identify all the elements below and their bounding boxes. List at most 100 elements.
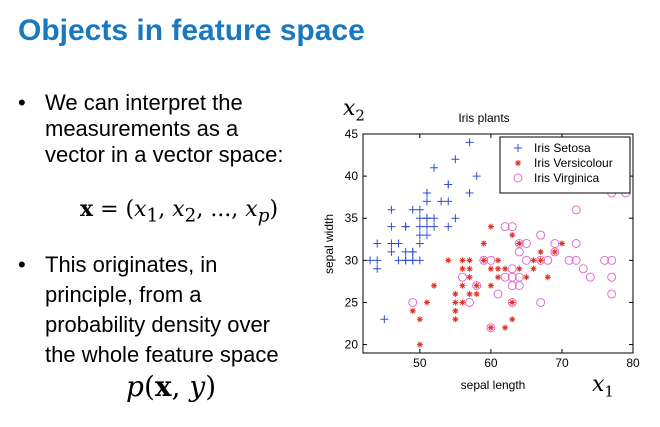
x2-axis-symbol: x2 — [343, 96, 365, 125]
data-point — [487, 265, 494, 272]
data-point — [480, 257, 487, 264]
slide-title: Objects in feature space — [18, 14, 365, 47]
data-point — [487, 324, 494, 331]
y-tick-label: 45 — [345, 127, 359, 141]
x-axis-label: sepal length — [461, 378, 526, 392]
data-point — [473, 291, 480, 298]
y-tick-label: 30 — [345, 253, 359, 267]
data-point — [394, 239, 403, 248]
data-point — [423, 299, 430, 306]
data-point — [551, 248, 558, 255]
axis-ticks: 50 60 70 80 20 25 30 35 40 45 — [345, 127, 640, 370]
data-point — [408, 205, 417, 214]
data-point — [415, 239, 424, 248]
data-point — [530, 257, 537, 264]
bullet-line: measurements as a — [45, 116, 239, 141]
data-point — [500, 272, 510, 282]
data-point — [507, 222, 517, 232]
data-point — [373, 264, 382, 273]
data-point — [452, 307, 459, 314]
data-point — [452, 291, 459, 298]
data-point — [387, 205, 396, 214]
data-point — [459, 265, 466, 272]
x-tick-label: 80 — [626, 356, 640, 370]
legend-label: Iris Setosa — [534, 141, 591, 155]
data-point — [514, 239, 524, 248]
data-point — [530, 265, 537, 272]
data-point — [408, 247, 417, 256]
data-point — [486, 255, 496, 265]
data-point — [444, 180, 453, 189]
bullet-line: We can interpret the — [45, 90, 243, 115]
data-point — [408, 256, 417, 265]
data-point — [585, 272, 595, 282]
data-point — [495, 274, 501, 281]
data-point — [502, 324, 509, 331]
data-point — [416, 316, 423, 323]
x1-axis-symbol: x1 — [592, 372, 614, 401]
legend-box — [499, 136, 631, 194]
data-point — [473, 282, 480, 289]
data-point — [516, 265, 523, 272]
data-point — [422, 197, 431, 206]
data-point — [451, 155, 460, 164]
legend-marker — [514, 144, 522, 152]
data-point — [394, 256, 403, 265]
data-point — [444, 222, 453, 231]
data-point — [430, 222, 439, 231]
data-point — [387, 247, 396, 256]
data-point — [459, 282, 466, 289]
data-point — [536, 255, 546, 265]
data-point — [415, 256, 424, 265]
x-tick-label: 50 — [413, 356, 427, 370]
y-axis-label: sepal width — [322, 214, 336, 274]
data-point — [536, 297, 546, 307]
data-point — [516, 240, 523, 247]
data-point — [509, 299, 516, 306]
data-point — [459, 299, 466, 306]
data-point — [415, 231, 424, 240]
y-tick-label: 20 — [345, 338, 359, 352]
bullet-item: • We can interpret the measurements as a… — [18, 90, 318, 170]
data-point — [451, 214, 460, 223]
data-points — [366, 138, 631, 348]
data-point — [509, 316, 516, 323]
data-point — [571, 205, 581, 215]
data-point — [466, 291, 473, 298]
data-point — [416, 341, 423, 348]
y-tick-label: 35 — [345, 211, 359, 225]
data-point — [415, 205, 424, 214]
legend-label: Iris Virginica — [534, 171, 599, 185]
data-point — [607, 272, 617, 282]
data-point — [409, 307, 416, 314]
data-point — [373, 239, 382, 248]
data-point — [479, 255, 489, 265]
data-point — [544, 274, 551, 281]
bullet-line: probability density over — [45, 312, 271, 337]
bullet-item: • This originates, in principle, from a … — [18, 252, 318, 367]
data-point — [452, 299, 459, 306]
data-point — [495, 265, 501, 272]
chart-title: Iris plants — [458, 111, 509, 125]
bullet-line: vector in a vector space: — [45, 142, 284, 167]
plot-frame — [362, 133, 634, 354]
data-point — [607, 289, 617, 299]
data-point — [487, 282, 494, 289]
data-point — [422, 231, 431, 240]
data-point — [431, 282, 438, 289]
data-point — [465, 297, 475, 307]
bullet-line: This originates, in — [45, 252, 218, 277]
data-point — [415, 214, 424, 223]
data-point — [514, 272, 524, 282]
data-point — [537, 257, 544, 264]
x-tick-label: 70 — [555, 356, 569, 370]
data-point — [380, 315, 389, 324]
data-point — [466, 265, 473, 272]
data-point — [487, 223, 494, 230]
data-point — [401, 222, 410, 231]
data-point — [366, 256, 375, 265]
data-point — [571, 239, 581, 248]
data-point — [558, 240, 565, 247]
